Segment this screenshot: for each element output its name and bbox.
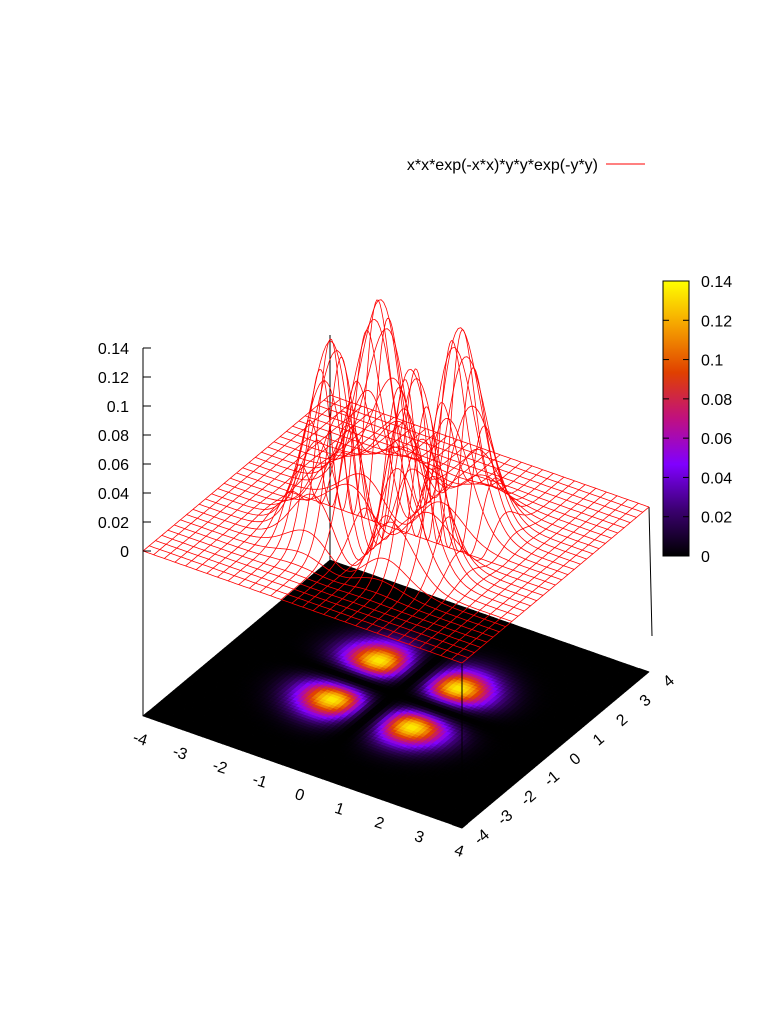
color-map-floor	[142, 559, 650, 829]
